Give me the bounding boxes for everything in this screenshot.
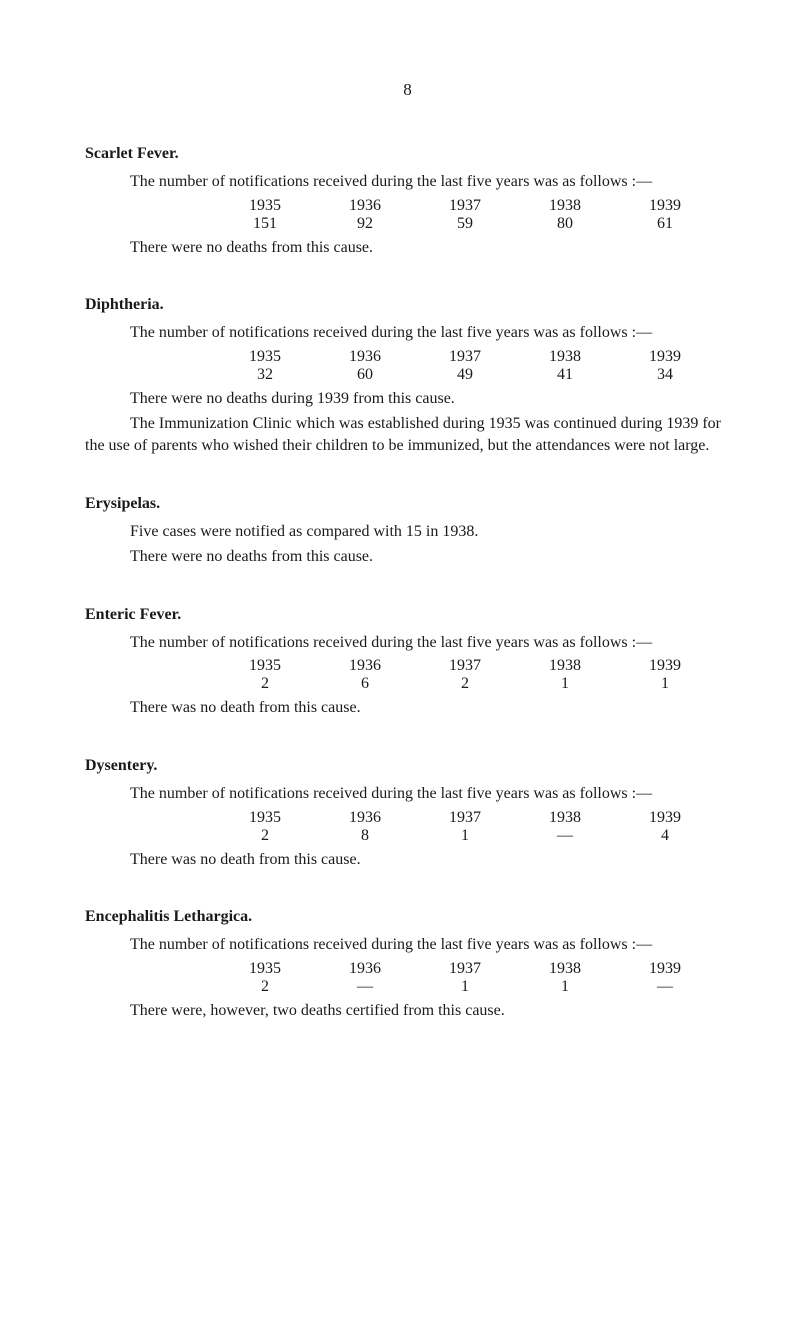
para-text: There were no deaths from this cause.	[85, 546, 730, 568]
data-table: 1935 1936 1937 1938 1939 151 92 59 80 61	[215, 197, 730, 233]
section-dysentery: Dysentery. The number of notifications r…	[85, 757, 730, 870]
value-cell: —	[615, 978, 715, 996]
closing-text: There was no death from this cause.	[85, 849, 730, 871]
value-cell: —	[315, 978, 415, 996]
year-cell: 1938	[515, 960, 615, 978]
year-cell: 1935	[215, 809, 315, 827]
year-cell: 1936	[315, 348, 415, 366]
section-encephalitis: Encephalitis Lethargica. The number of n…	[85, 908, 730, 1021]
value-cell: 60	[315, 366, 415, 384]
intro-text: The number of notifications received dur…	[85, 934, 730, 956]
value-cell: 34	[615, 366, 715, 384]
value-cell: 2	[215, 827, 315, 845]
value-cell: 151	[215, 215, 315, 233]
year-cell: 1935	[215, 197, 315, 215]
value-cell: 4	[615, 827, 715, 845]
value-cell: 1	[515, 675, 615, 693]
section-erysipelas: Erysipelas. Five cases were notified as …	[85, 495, 730, 568]
value-cell: 41	[515, 366, 615, 384]
year-cell: 1938	[515, 197, 615, 215]
value-cell: 49	[415, 366, 515, 384]
year-cell: 1935	[215, 657, 315, 675]
value-cell: 1	[515, 978, 615, 996]
section-diphtheria: Diphtheria. The number of notifications …	[85, 296, 730, 456]
section-scarlet-fever: Scarlet Fever. The number of notificatio…	[85, 145, 730, 258]
value-cell: 2	[415, 675, 515, 693]
intro-text: The number of notifications received dur…	[85, 322, 730, 344]
intro-text: The number of notifications received dur…	[85, 783, 730, 805]
closing-text: There were no deaths from this cause.	[85, 237, 730, 259]
value-cell: 92	[315, 215, 415, 233]
value-cell: 59	[415, 215, 515, 233]
section-title: Dysentery.	[85, 757, 730, 775]
section-title: Enteric Fever.	[85, 606, 730, 624]
intro-text: The number of notifications received dur…	[85, 632, 730, 654]
year-cell: 1937	[415, 809, 515, 827]
year-cell: 1935	[215, 960, 315, 978]
year-cell: 1938	[515, 348, 615, 366]
value-cell: 1	[415, 978, 515, 996]
data-table: 1935 1936 1937 1938 1939 2 8 1 — 4	[215, 809, 730, 845]
section-title: Diphtheria.	[85, 296, 730, 314]
data-table: 1935 1936 1937 1938 1939 32 60 49 41 34	[215, 348, 730, 384]
year-cell: 1939	[615, 960, 715, 978]
section-enteric-fever: Enteric Fever. The number of notificatio…	[85, 606, 730, 719]
value-cell: 8	[315, 827, 415, 845]
year-cell: 1937	[415, 960, 515, 978]
year-cell: 1936	[315, 197, 415, 215]
year-cell: 1938	[515, 657, 615, 675]
section-title: Scarlet Fever.	[85, 145, 730, 163]
value-cell: 32	[215, 366, 315, 384]
para-text: The Immunization Clinic which was establ…	[85, 413, 730, 456]
value-cell: 80	[515, 215, 615, 233]
closing-text: There were, however, two deaths certifie…	[85, 1000, 730, 1022]
year-cell: 1936	[315, 809, 415, 827]
intro-text: The number of notifications received dur…	[85, 171, 730, 193]
value-cell: —	[515, 827, 615, 845]
value-cell: 2	[215, 978, 315, 996]
year-cell: 1939	[615, 657, 715, 675]
value-cell: 61	[615, 215, 715, 233]
year-cell: 1939	[615, 809, 715, 827]
para-text: Five cases were notified as compared wit…	[85, 521, 730, 543]
closing-text: There was no death from this cause.	[85, 697, 730, 719]
year-cell: 1936	[315, 960, 415, 978]
year-cell: 1938	[515, 809, 615, 827]
data-table: 1935 1936 1937 1938 1939 2 — 1 1 —	[215, 960, 730, 996]
year-cell: 1939	[615, 197, 715, 215]
value-cell: 1	[615, 675, 715, 693]
year-cell: 1937	[415, 348, 515, 366]
value-cell: 2	[215, 675, 315, 693]
year-cell: 1936	[315, 657, 415, 675]
section-title: Erysipelas.	[85, 495, 730, 513]
year-cell: 1937	[415, 197, 515, 215]
value-cell: 6	[315, 675, 415, 693]
year-cell: 1937	[415, 657, 515, 675]
year-cell: 1935	[215, 348, 315, 366]
value-cell: 1	[415, 827, 515, 845]
page-number: 8	[85, 80, 730, 100]
year-cell: 1939	[615, 348, 715, 366]
data-table: 1935 1936 1937 1938 1939 2 6 2 1 1	[215, 657, 730, 693]
section-title: Encephalitis Lethargica.	[85, 908, 730, 926]
closing-text: There were no deaths during 1939 from th…	[85, 388, 730, 410]
